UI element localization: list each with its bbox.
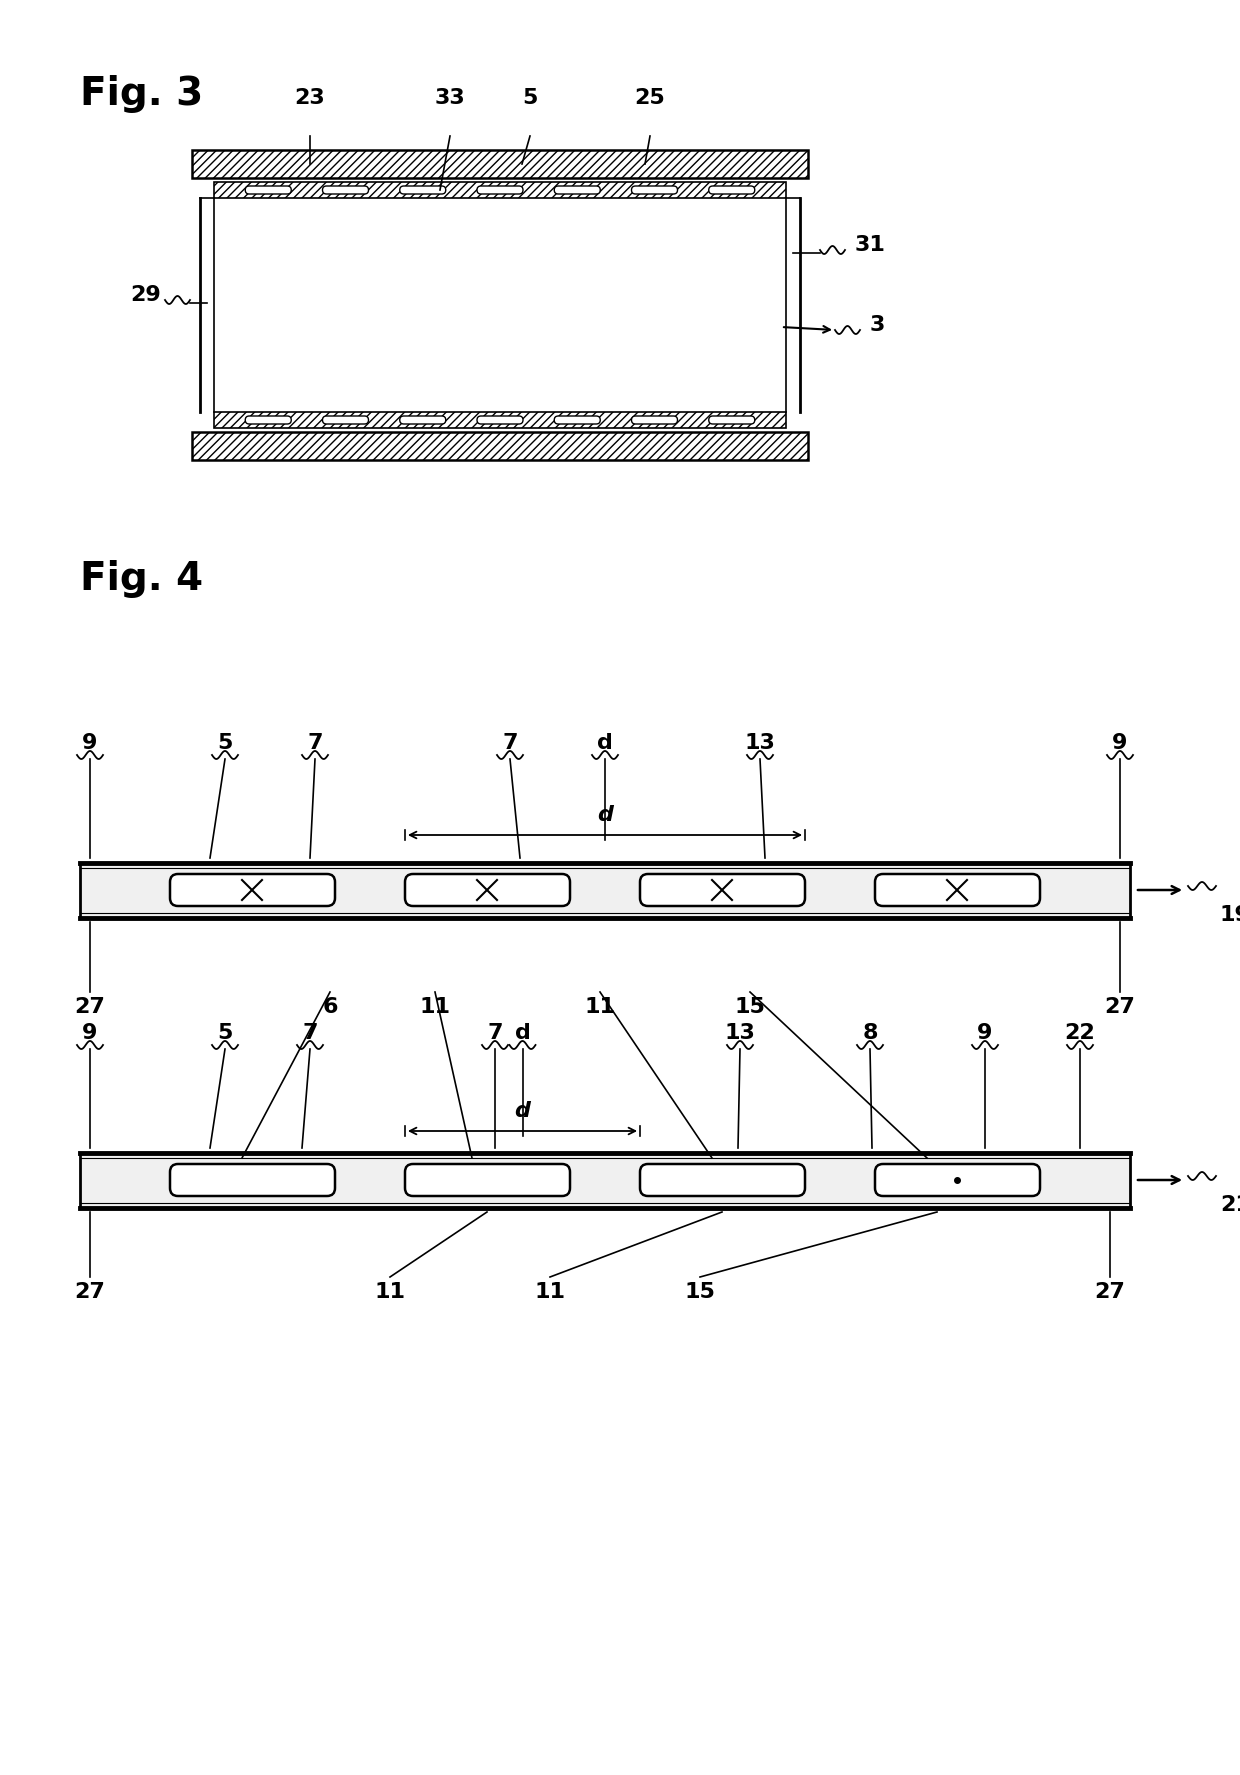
- FancyBboxPatch shape: [709, 415, 755, 424]
- Bar: [192, 431, 808, 460]
- Text: d: d: [598, 733, 613, 753]
- Text: 3: 3: [870, 314, 885, 335]
- FancyBboxPatch shape: [640, 1164, 805, 1196]
- Text: 13: 13: [744, 733, 775, 753]
- Text: 27: 27: [74, 998, 105, 1017]
- Text: 7: 7: [308, 733, 322, 753]
- Text: 5: 5: [522, 89, 538, 108]
- FancyBboxPatch shape: [477, 186, 523, 193]
- Bar: [215, 183, 786, 199]
- Text: 9: 9: [1112, 733, 1127, 753]
- Text: 7: 7: [502, 733, 518, 753]
- Text: 19: 19: [1220, 905, 1240, 925]
- FancyBboxPatch shape: [322, 186, 368, 193]
- Text: 15: 15: [734, 998, 765, 1017]
- Text: d: d: [515, 1100, 531, 1122]
- FancyBboxPatch shape: [405, 1164, 570, 1196]
- Text: 7: 7: [303, 1022, 317, 1044]
- Text: 27: 27: [1095, 1282, 1126, 1303]
- Text: 33: 33: [435, 89, 465, 108]
- FancyBboxPatch shape: [399, 186, 445, 193]
- Text: 23: 23: [295, 89, 325, 108]
- FancyBboxPatch shape: [709, 186, 755, 193]
- FancyBboxPatch shape: [554, 415, 600, 424]
- Text: 15: 15: [684, 1282, 715, 1303]
- FancyBboxPatch shape: [170, 873, 335, 905]
- Text: 29: 29: [130, 286, 161, 305]
- Text: 5: 5: [217, 733, 233, 753]
- FancyBboxPatch shape: [322, 415, 368, 424]
- Text: 27: 27: [74, 1282, 105, 1303]
- Text: 9: 9: [82, 733, 98, 753]
- FancyBboxPatch shape: [399, 415, 445, 424]
- Text: 11: 11: [374, 1282, 405, 1303]
- Bar: [215, 412, 786, 428]
- FancyBboxPatch shape: [631, 186, 677, 193]
- Bar: [81, 1154, 1130, 1209]
- FancyBboxPatch shape: [246, 186, 291, 193]
- Text: 25: 25: [635, 89, 666, 108]
- Bar: [192, 151, 808, 178]
- Text: 7: 7: [487, 1022, 502, 1044]
- Text: 11: 11: [584, 998, 615, 1017]
- Text: 9: 9: [82, 1022, 98, 1044]
- FancyBboxPatch shape: [405, 873, 570, 905]
- Text: 21: 21: [1220, 1195, 1240, 1216]
- Bar: [81, 863, 1130, 918]
- Text: 27: 27: [1105, 998, 1136, 1017]
- Text: 9: 9: [977, 1022, 993, 1044]
- FancyBboxPatch shape: [554, 186, 600, 193]
- Text: 31: 31: [856, 234, 885, 256]
- Text: 8: 8: [862, 1022, 878, 1044]
- Text: d: d: [598, 806, 613, 825]
- Text: 11: 11: [419, 998, 450, 1017]
- Text: 5: 5: [217, 1022, 233, 1044]
- FancyBboxPatch shape: [477, 415, 523, 424]
- Text: 13: 13: [724, 1022, 755, 1044]
- Text: 11: 11: [534, 1282, 565, 1303]
- Text: 6: 6: [322, 998, 337, 1017]
- Text: 22: 22: [1065, 1022, 1095, 1044]
- FancyBboxPatch shape: [170, 1164, 335, 1196]
- FancyBboxPatch shape: [631, 415, 677, 424]
- Text: Fig. 4: Fig. 4: [81, 559, 203, 598]
- FancyBboxPatch shape: [246, 415, 291, 424]
- FancyBboxPatch shape: [640, 873, 805, 905]
- FancyBboxPatch shape: [875, 1164, 1040, 1196]
- Text: d: d: [515, 1022, 531, 1044]
- FancyBboxPatch shape: [875, 873, 1040, 905]
- Text: Fig. 3: Fig. 3: [81, 75, 203, 114]
